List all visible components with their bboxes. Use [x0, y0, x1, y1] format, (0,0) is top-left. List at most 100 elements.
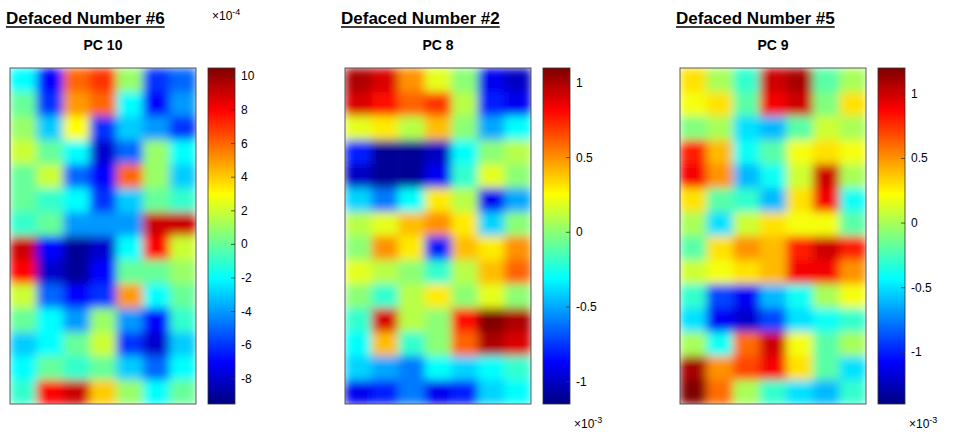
colorbar-tick	[901, 287, 905, 288]
heatmap-cell	[786, 164, 813, 189]
heatmap-cell	[63, 68, 90, 93]
heatmap-cell	[143, 284, 170, 309]
heatmap-cell	[372, 92, 399, 117]
heatmap-cell	[116, 68, 143, 93]
heatmap-cell	[425, 236, 452, 261]
heatmap-cell	[37, 212, 64, 237]
heatmap-cell	[680, 164, 707, 189]
heatmap-cell	[116, 308, 143, 333]
heatmap-cell	[169, 68, 196, 93]
heatmap-cell	[143, 68, 170, 93]
heatmap-cell	[398, 356, 425, 381]
scale-base: ×10	[909, 417, 930, 431]
heatmap-cell	[786, 356, 813, 381]
heatmap-cell	[143, 236, 170, 261]
heatmap-cell	[90, 332, 117, 357]
heatmap-cell	[143, 212, 170, 237]
panel-title: Defaced Number #5	[676, 9, 835, 28]
heatmap-cell	[451, 92, 478, 117]
heatmap-cell	[680, 188, 707, 213]
heatmap-cell	[839, 236, 866, 261]
heatmap-cell	[398, 308, 425, 333]
heatmap-cell	[813, 356, 840, 381]
panel: Defaced Number #5PC 9-1-0.500.51×10-3	[676, 9, 937, 431]
heatmap-cell	[116, 236, 143, 261]
heatmap-cell	[37, 308, 64, 333]
heatmap-cell	[504, 356, 531, 381]
panel-subtitle: PC 8	[422, 37, 453, 53]
heatmap-cell	[10, 188, 37, 213]
colorbar-tick-label: 1	[576, 76, 583, 90]
colorbar-tick-label: 0	[576, 225, 583, 239]
heatmap-cell	[760, 236, 787, 261]
heatmap-cell	[372, 332, 399, 357]
heatmap-frame	[345, 68, 531, 404]
heatmap-cell	[425, 68, 452, 93]
heatmap-cell	[786, 284, 813, 309]
heatmap-cell	[90, 260, 117, 285]
heatmap-cell	[813, 284, 840, 309]
heatmap-cell	[169, 236, 196, 261]
heatmap-cell	[398, 92, 425, 117]
heatmap-cell	[680, 260, 707, 285]
colorbar-tick	[901, 93, 905, 94]
heatmap-cell	[143, 116, 170, 141]
heatmap-cell	[90, 188, 117, 213]
heatmap-cell	[680, 116, 707, 141]
title-underline	[341, 26, 500, 27]
heatmap-cell	[813, 92, 840, 117]
heatmap-cell	[504, 308, 531, 333]
heatmap-cell	[813, 332, 840, 357]
heatmap-cell	[478, 140, 505, 165]
colorbar-scale: ×10-3	[574, 415, 602, 431]
heatmap-cell	[372, 308, 399, 333]
heatmap-cell	[116, 332, 143, 357]
heatmap-cell	[37, 140, 64, 165]
heatmap-cell	[345, 332, 372, 357]
heatmap-cell	[143, 164, 170, 189]
colorbar-tick	[566, 306, 570, 307]
heatmap-cell	[451, 380, 478, 404]
heatmap-cell	[478, 68, 505, 93]
heatmap-cell	[839, 308, 866, 333]
heatmap-cell	[372, 380, 399, 404]
heatmap-cell	[680, 284, 707, 309]
heatmap-cell	[813, 236, 840, 261]
heatmap-cell	[504, 68, 531, 93]
heatmap-cell	[451, 68, 478, 93]
heatmap-cell	[425, 308, 452, 333]
heatmap-cell	[10, 164, 37, 189]
heatmap-cell	[143, 260, 170, 285]
heatmap-cell	[169, 332, 196, 357]
heatmap-cell	[10, 308, 37, 333]
heatmap-cell	[372, 164, 399, 189]
title-underline	[676, 26, 835, 27]
heatmap-cell	[786, 116, 813, 141]
heatmap-cell	[425, 284, 452, 309]
colorbar-tick-label: -4	[241, 305, 252, 319]
heatmap-cell	[345, 308, 372, 333]
heatmap-cell	[10, 236, 37, 261]
panel-title: Defaced Number #2	[341, 9, 500, 28]
heatmap-cell	[116, 116, 143, 141]
heatmap-cell	[345, 236, 372, 261]
heatmap-cell	[451, 140, 478, 165]
heatmap-cell	[733, 92, 760, 117]
heatmap-cell	[63, 284, 90, 309]
heatmap-cell	[839, 260, 866, 285]
colorbar-tick-label: 0	[241, 237, 248, 251]
heatmap-cell	[786, 308, 813, 333]
heatmap-cell	[90, 236, 117, 261]
heatmap-cell	[398, 164, 425, 189]
heatmap-cell	[813, 260, 840, 285]
heatmap-cell	[372, 236, 399, 261]
colorbar-tick-label: 6	[241, 137, 248, 151]
colorbar-tick	[901, 352, 905, 353]
heatmap-cell	[813, 116, 840, 141]
panel-subtitle: PC 9	[757, 37, 788, 53]
heatmap-cell	[680, 236, 707, 261]
heatmap-cell	[733, 236, 760, 261]
heatmap-cell	[63, 92, 90, 117]
heatmap-cell	[504, 284, 531, 309]
scale-exponent: -4	[232, 7, 240, 17]
